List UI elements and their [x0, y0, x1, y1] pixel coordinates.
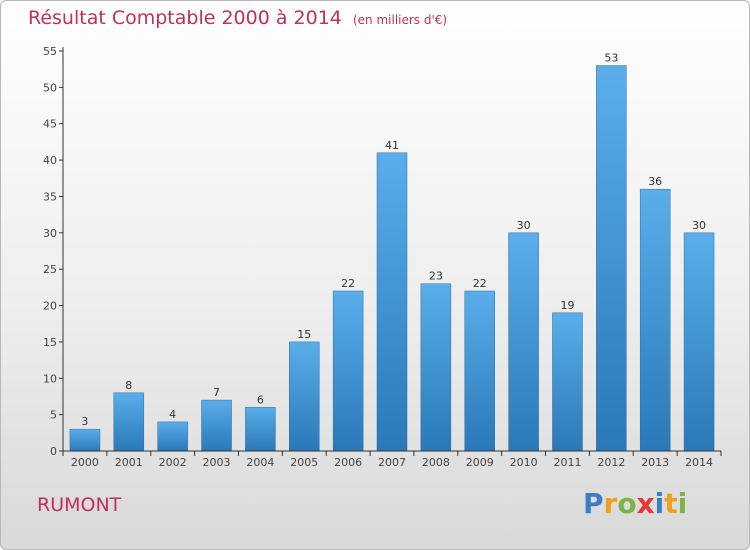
y-tick-label-30: 30	[43, 227, 57, 240]
x-tick-label-2011: 2011	[553, 456, 581, 469]
bars-layer: 3 8 4 7 6 15 22 41 23 22 30 19 53 36 30	[69, 52, 715, 452]
x-tick-label-2001: 2001	[115, 456, 143, 469]
value-label-2001: 8	[125, 379, 132, 392]
bar-2001	[113, 392, 145, 452]
x-tick-label-2013: 2013	[641, 456, 669, 469]
value-label-2002: 4	[169, 408, 176, 421]
town-name: RUMONT	[37, 494, 122, 516]
bar-2014	[683, 232, 715, 452]
bar-2007	[376, 152, 408, 452]
y-tick-label-50: 50	[43, 81, 57, 94]
bar-2010	[508, 232, 539, 452]
value-label-2014: 30	[692, 219, 706, 232]
y-tick-label-20: 20	[43, 300, 57, 313]
y-tick-label-55: 55	[43, 45, 57, 58]
value-label-2003: 7	[213, 386, 220, 399]
bar-2004	[245, 407, 276, 452]
value-label-2011: 19	[560, 299, 574, 312]
bar-2002	[157, 421, 188, 452]
y-tick-label-10: 10	[43, 372, 57, 385]
x-tick-label-2009: 2009	[466, 456, 494, 469]
value-label-2007: 41	[385, 139, 399, 152]
x-tick-label-2000: 2000	[71, 456, 99, 469]
y-tick-label-35: 35	[43, 190, 57, 203]
logo-letter: x	[636, 487, 655, 520]
logo-letter: i	[654, 487, 665, 520]
value-label-2008: 23	[429, 270, 443, 283]
bar-2012	[596, 65, 627, 452]
proxiti-logo[interactable]: Proxiti	[583, 487, 687, 520]
bar-2008	[420, 283, 452, 452]
y-tick-label-15: 15	[43, 336, 57, 349]
y-tick-label-45: 45	[43, 118, 57, 131]
bar-2000	[69, 428, 101, 452]
y-tick-label-25: 25	[43, 263, 57, 276]
value-label-2000: 3	[81, 415, 88, 428]
y-tick-label-5: 5	[50, 409, 57, 422]
x-tick-label-2003: 2003	[203, 456, 231, 469]
logo-letter: o	[617, 487, 637, 520]
value-label-2006: 22	[341, 277, 355, 290]
title-text: Résultat Comptable 2000 à 2014	[28, 7, 342, 29]
value-label-2010: 30	[517, 219, 531, 232]
bar-2003	[201, 399, 232, 452]
x-tick-label-2014: 2014	[685, 456, 713, 469]
value-label-2004: 6	[257, 393, 264, 406]
value-label-2009: 22	[473, 277, 487, 290]
logo-letter: r	[603, 487, 618, 520]
bar-2011	[552, 312, 583, 452]
bar-2005	[289, 341, 320, 452]
logo-letter: i	[677, 487, 688, 520]
y-tick-label-40: 40	[43, 154, 57, 167]
y-tick-label-0: 0	[50, 445, 57, 458]
x-tick-label-2005: 2005	[290, 456, 318, 469]
value-label-2012: 53	[604, 52, 618, 65]
bar-2006	[332, 290, 364, 452]
bar-2009	[464, 290, 495, 452]
x-tick-label-2006: 2006	[334, 456, 362, 469]
value-label-2005: 15	[297, 328, 311, 341]
x-tick-label-2012: 2012	[597, 456, 625, 469]
chart-title: Résultat Comptable 2000 à 2014 (en milli…	[28, 7, 447, 29]
value-label-2013: 36	[648, 175, 662, 188]
logo-letter: P	[583, 487, 604, 520]
x-tick-label-2002: 2002	[159, 456, 187, 469]
bar-2013	[639, 188, 671, 452]
subtitle-text: (en milliers d'€)	[352, 13, 448, 27]
x-tick-label-2010: 2010	[510, 456, 538, 469]
logo-letter: t	[664, 487, 678, 520]
axis-layer: 0 5 10 15 20 25 30 35 40 45 50 55 2000 2001 2002 2003 20…	[43, 45, 722, 469]
x-tick-label-2004: 2004	[246, 456, 274, 469]
x-tick-label-2007: 2007	[378, 456, 406, 469]
x-tick-label-2008: 2008	[422, 456, 450, 469]
